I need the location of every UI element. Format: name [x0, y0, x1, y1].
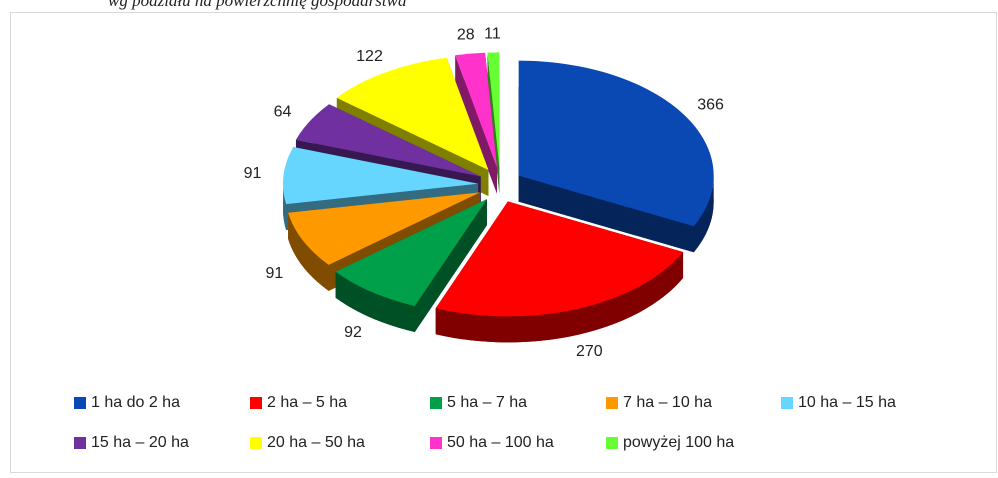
- data-label: 91: [266, 265, 284, 282]
- slice-side: [288, 212, 329, 291]
- slice-side: [693, 175, 714, 253]
- legend-swatch: [250, 437, 262, 449]
- legend-swatch: [430, 397, 442, 409]
- slice-wall: [487, 52, 500, 194]
- slice: [487, 52, 500, 168]
- legend-label: 10 ha – 15 ha: [798, 394, 896, 411]
- slice: [435, 201, 684, 317]
- legend-label: 2 ha – 5 ha: [267, 394, 347, 411]
- data-label: 92: [344, 324, 362, 341]
- legend-label: 20 ha – 50 ha: [267, 434, 365, 451]
- legend-label: powyżej 100 ha: [623, 434, 734, 451]
- data-label: 28: [457, 27, 475, 44]
- legend-label: 7 ha – 10 ha: [623, 394, 712, 411]
- slice-side: [283, 183, 287, 231]
- legend-swatch: [606, 437, 618, 449]
- data-label: 366: [697, 96, 724, 113]
- slice: [455, 52, 497, 168]
- slice: [336, 57, 489, 171]
- legend-swatch: [430, 437, 442, 449]
- legend-swatch: [250, 397, 262, 409]
- legend-label: 50 ha – 100 ha: [447, 434, 554, 451]
- slice: [335, 199, 487, 307]
- legend-swatch: [781, 397, 793, 409]
- chart-title: wg podziału na powierzchnię gospodarstwa: [108, 0, 406, 10]
- legend-label: 15 ha – 20 ha: [91, 434, 189, 451]
- slice: [518, 60, 714, 227]
- legend-swatch: [74, 397, 86, 409]
- slice-wall: [518, 175, 694, 253]
- slice-wall: [455, 55, 497, 194]
- slice-side: [435, 251, 684, 343]
- slice: [295, 104, 481, 177]
- legend-swatch: [606, 397, 618, 409]
- legend-label: 5 ha – 7 ha: [447, 394, 527, 411]
- data-label: 122: [356, 48, 383, 65]
- data-label: 91: [244, 165, 262, 182]
- data-label: 270: [576, 343, 603, 360]
- legend-swatch: [74, 437, 86, 449]
- slice: [283, 146, 479, 205]
- legend-label: 1 ha do 2 ha: [91, 394, 180, 411]
- data-label: 11: [484, 25, 501, 42]
- slice: [288, 192, 481, 265]
- data-label: 64: [274, 104, 292, 121]
